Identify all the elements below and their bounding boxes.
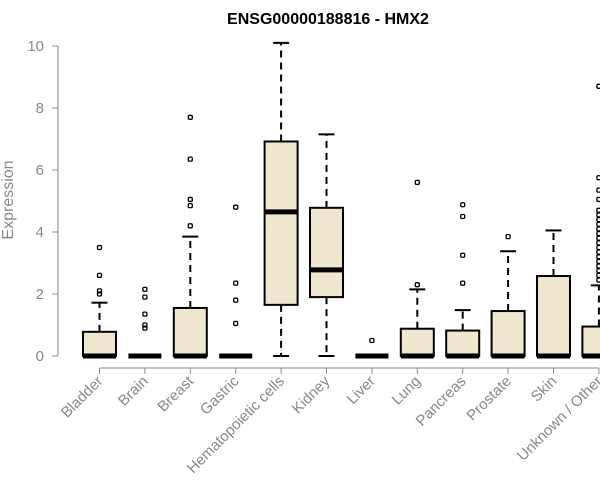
outlier-point xyxy=(142,294,148,300)
chart-title: ENSG00000188816 - HMX2 xyxy=(227,11,429,28)
outlier-point xyxy=(96,288,103,294)
outlier-point xyxy=(187,223,193,229)
box xyxy=(536,275,571,357)
outlier-point xyxy=(369,337,375,344)
box xyxy=(490,310,526,357)
box-group xyxy=(355,337,389,359)
outlier-point xyxy=(596,207,600,213)
outlier-point xyxy=(596,187,600,193)
outlier-point xyxy=(596,83,600,89)
y-tick-label: 10 xyxy=(27,38,44,55)
box-group xyxy=(219,204,253,359)
box-group xyxy=(445,202,481,359)
y-axis-label: Expression xyxy=(0,160,17,239)
outlier-point xyxy=(596,196,600,203)
box-group xyxy=(581,83,600,359)
box-group xyxy=(128,286,162,359)
plot-area xyxy=(82,41,600,359)
outlier-point xyxy=(233,320,239,327)
outlier-point xyxy=(460,202,466,208)
outlier-point xyxy=(96,244,103,251)
x-tick-label: Prostate xyxy=(463,373,515,425)
box-group xyxy=(490,233,526,359)
outlier-point xyxy=(414,282,420,288)
box xyxy=(399,327,435,358)
y-tick-label: 8 xyxy=(36,100,44,117)
box xyxy=(263,140,299,306)
outlier-point xyxy=(460,213,466,220)
outlier-point xyxy=(460,252,466,258)
outlier-point xyxy=(187,114,193,120)
outlier-point xyxy=(505,233,511,240)
box-group xyxy=(399,179,435,359)
box-group xyxy=(263,41,299,357)
box-group xyxy=(82,244,117,359)
x-tick-label: Breast xyxy=(154,372,197,415)
x-tick-label: Skin xyxy=(528,373,561,406)
outlier-point xyxy=(96,272,103,279)
x-tick-label: Brain xyxy=(115,373,152,410)
outlier-point xyxy=(142,325,148,331)
x-tick-label: Bladder xyxy=(58,373,107,422)
outlier-point xyxy=(187,202,193,209)
box xyxy=(445,329,481,357)
outlier-point xyxy=(414,179,420,186)
outlier-point xyxy=(142,311,148,317)
x-tick-label: Kidney xyxy=(289,372,334,417)
outlier-point xyxy=(596,216,600,223)
x-tick-label: Lung xyxy=(389,373,425,409)
outlier-point xyxy=(596,175,600,181)
outlier-point xyxy=(596,240,600,246)
outlier-point xyxy=(187,156,193,162)
box xyxy=(581,325,600,357)
x-tick-label: Liver xyxy=(344,373,379,408)
y-tick-label: 6 xyxy=(36,162,44,179)
box-group xyxy=(172,114,208,359)
box xyxy=(82,330,117,358)
x-tick-label: Pancreas xyxy=(413,373,470,430)
outlier-point xyxy=(460,280,466,286)
outlier-point xyxy=(96,291,103,297)
outlier-point xyxy=(233,280,239,286)
y-tick-label: 2 xyxy=(36,286,44,303)
y-tick-label: 4 xyxy=(36,224,44,241)
outlier-point xyxy=(142,286,148,293)
box-group xyxy=(309,133,344,357)
y-axis: 0 2 4 6 8 10 xyxy=(27,38,59,365)
outlier-point xyxy=(596,258,600,265)
outlier-point xyxy=(596,230,600,237)
outlier-point xyxy=(142,322,148,328)
outlier-point xyxy=(233,204,239,210)
outlier-point xyxy=(187,196,193,203)
box-group xyxy=(536,229,571,359)
outlier-point xyxy=(233,297,239,303)
y-tick-label: 0 xyxy=(36,348,44,365)
box xyxy=(172,306,208,358)
outlier-point xyxy=(596,254,600,260)
box xyxy=(309,206,344,299)
